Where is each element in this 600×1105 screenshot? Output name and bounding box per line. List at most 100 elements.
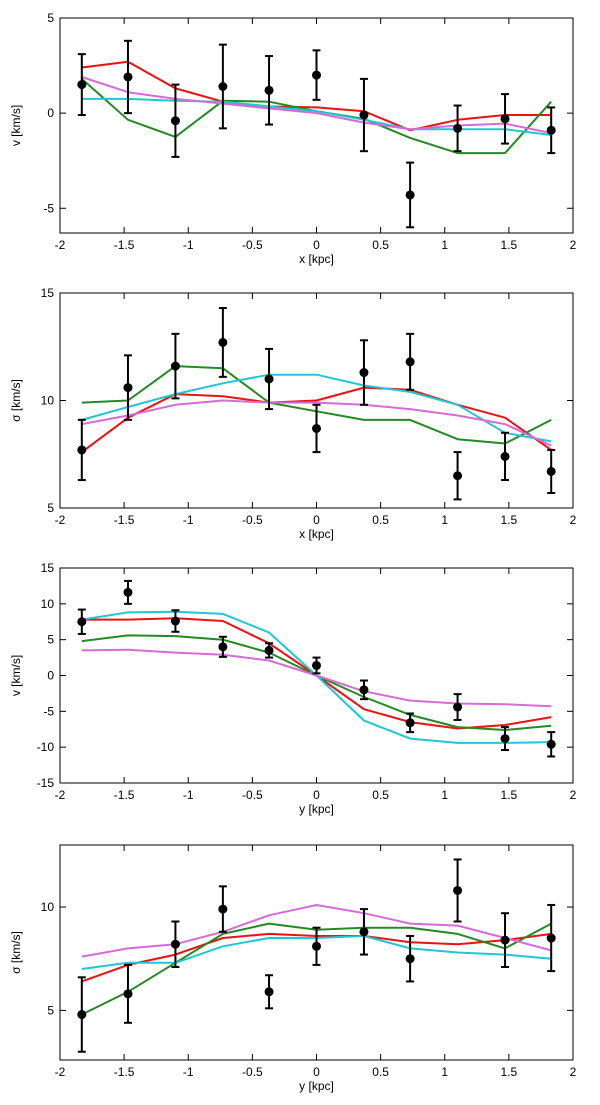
y-tick-label: 10 bbox=[41, 597, 55, 611]
data-point bbox=[312, 660, 321, 670]
x-tick-label: -0.5 bbox=[242, 513, 263, 527]
panel-3: -2 -1.5 -1 -0.5 0 0.5 1 1.5 2 -15 -10 -5 0 5 10 15 y [kp… bbox=[9, 561, 577, 816]
x-axis-label: y [kpc] bbox=[299, 802, 334, 816]
y-axis-label: v [km/s] bbox=[9, 105, 23, 146]
y-tick-label: 5 bbox=[47, 633, 54, 647]
series-line-violet bbox=[81, 76, 552, 135]
data-point bbox=[500, 935, 510, 945]
y-tick-label: 10 bbox=[41, 900, 55, 914]
series-line-violet bbox=[81, 648, 552, 708]
y-axis-label: σ [km/s] bbox=[9, 379, 23, 422]
data-point bbox=[500, 734, 510, 744]
x-tick-label: 2 bbox=[570, 238, 577, 252]
series-line-cyan bbox=[81, 610, 552, 744]
x-tick-label: 0 bbox=[313, 788, 320, 802]
y-tick-label: -5 bbox=[43, 201, 54, 215]
x-tick-label: 1 bbox=[441, 1065, 448, 1079]
x-tick-label: 0.5 bbox=[372, 513, 389, 527]
y-axis-label: v [km/s] bbox=[9, 655, 23, 696]
data-point bbox=[170, 361, 180, 371]
x-tick-label: 0 bbox=[313, 513, 320, 527]
data-point bbox=[123, 72, 133, 82]
x-tick-label: -1.5 bbox=[114, 513, 135, 527]
data-point bbox=[77, 617, 87, 627]
x-tick-label: 0.5 bbox=[372, 788, 389, 802]
series-line-red bbox=[81, 60, 552, 132]
data-point bbox=[359, 685, 369, 695]
x-tick-label: -1 bbox=[183, 1065, 194, 1079]
x-tick-label: -2 bbox=[55, 788, 66, 802]
panel-1: -2 -1.5 -1 -0.5 0 0.5 1 1.5 2 -5 0 5 x [kpc] v [km/s] bbox=[9, 11, 577, 266]
x-tick-label: 2 bbox=[570, 788, 577, 802]
data-point bbox=[546, 466, 556, 476]
y-tick-label: 5 bbox=[47, 501, 54, 515]
x-tick-label: -2 bbox=[55, 238, 66, 252]
x-tick-label: 0.5 bbox=[372, 238, 389, 252]
y-axis-label: σ [km/s] bbox=[9, 931, 23, 974]
data-point bbox=[218, 81, 228, 91]
data-point bbox=[264, 987, 274, 997]
data-point bbox=[264, 645, 274, 655]
series-line-cyan bbox=[81, 373, 552, 443]
data-point bbox=[218, 642, 228, 652]
data-point bbox=[312, 70, 321, 80]
data-point bbox=[264, 374, 274, 384]
x-tick-label: 1 bbox=[441, 788, 448, 802]
x-tick-label: -1.5 bbox=[114, 1065, 135, 1079]
panel-2: -2 -1.5 -1 -0.5 0 0.5 1 1.5 2 5 10 15 x [kpc] σ [km/s… bbox=[9, 286, 577, 541]
y-tick-label: 0 bbox=[47, 106, 54, 120]
data-point bbox=[123, 587, 133, 597]
y-tick-label: -5 bbox=[43, 704, 54, 718]
x-tick-label: 1.5 bbox=[501, 513, 518, 527]
y-tick-label: -15 bbox=[37, 776, 55, 790]
data-point bbox=[170, 116, 180, 126]
series-line-cyan bbox=[81, 97, 552, 136]
data-point bbox=[546, 933, 556, 943]
data-point bbox=[170, 616, 180, 626]
data-point bbox=[405, 357, 415, 367]
data-point bbox=[546, 125, 556, 135]
y-tick-label: 15 bbox=[41, 286, 55, 300]
data-point bbox=[359, 368, 369, 378]
x-tick-label: 0.5 bbox=[372, 1065, 389, 1079]
panel-4: -2 -1.5 -1 -0.5 0 0.5 1 1.5 2 5 10 y [kpc] σ [km/s] bbox=[9, 844, 577, 1093]
data-point bbox=[405, 190, 415, 200]
x-tick-label: -0.5 bbox=[242, 1065, 263, 1079]
x-axis-label: x [kpc] bbox=[299, 252, 334, 266]
data-point bbox=[453, 885, 463, 895]
series-line-red bbox=[81, 386, 552, 453]
data-point bbox=[359, 110, 369, 120]
x-tick-label: -0.5 bbox=[242, 238, 263, 252]
x-tick-label: 2 bbox=[570, 513, 577, 527]
y-tick-label: 0 bbox=[47, 669, 54, 683]
data-point bbox=[77, 80, 87, 90]
series-line-violet bbox=[81, 904, 552, 958]
data-point bbox=[123, 989, 133, 999]
y-tick-label: -10 bbox=[37, 740, 55, 754]
x-tick-label: -2 bbox=[55, 1065, 66, 1079]
data-point bbox=[359, 927, 369, 937]
y-tick-label: 10 bbox=[41, 394, 55, 408]
x-tick-label: -0.5 bbox=[242, 788, 263, 802]
data-point bbox=[453, 471, 463, 481]
data-point bbox=[405, 718, 415, 728]
data-point bbox=[405, 954, 415, 964]
data-point bbox=[312, 941, 321, 951]
x-tick-label: 1.5 bbox=[501, 1065, 518, 1079]
x-tick-label: -1.5 bbox=[114, 238, 135, 252]
series-line-green bbox=[81, 634, 552, 731]
x-axis-label: y [kpc] bbox=[299, 1079, 334, 1093]
data-point bbox=[500, 114, 510, 124]
data-point bbox=[453, 702, 463, 712]
data-point bbox=[546, 739, 556, 749]
data-point bbox=[453, 123, 463, 133]
y-tick-label: 5 bbox=[47, 1003, 54, 1017]
data-point bbox=[123, 383, 133, 393]
data-point bbox=[218, 904, 228, 914]
x-axis-label: x [kpc] bbox=[299, 527, 334, 541]
x-tick-label: 1 bbox=[441, 238, 448, 252]
x-tick-label: 1.5 bbox=[501, 238, 518, 252]
x-tick-label: -1 bbox=[183, 788, 194, 802]
